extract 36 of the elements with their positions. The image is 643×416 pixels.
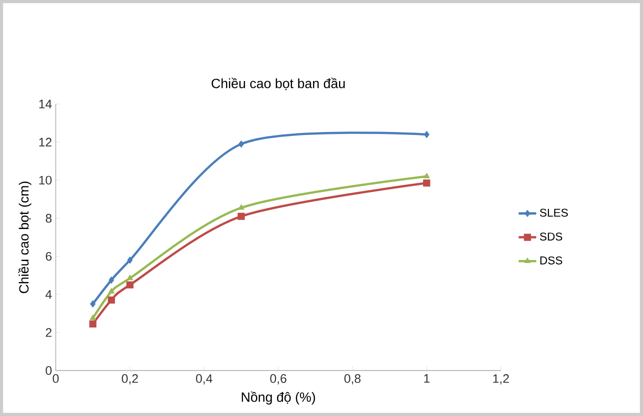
chart-title: Chiều cao bọt ban đầu <box>212 78 345 90</box>
legend-label: DSS <box>540 256 562 264</box>
x-tick-label: 0,2 <box>122 374 138 384</box>
point <box>108 288 114 294</box>
x-tick-label: 1 <box>424 374 430 383</box>
y-tick-label: 12 <box>39 138 52 146</box>
legend-label: SLES <box>540 208 568 217</box>
legend-label: SDS <box>540 232 562 241</box>
point <box>238 140 244 148</box>
point <box>126 274 134 280</box>
point <box>126 281 134 288</box>
point <box>127 256 133 264</box>
y-tick-label: 10 <box>39 176 52 185</box>
y-tick-label: 0 <box>46 366 52 375</box>
y-tick-label: 6 <box>46 252 52 261</box>
x-tick-label: 0 <box>52 374 59 383</box>
y-axis-title: Chiều cao bọt (cm) <box>18 182 32 294</box>
x-tick-label: 1,2 <box>493 374 509 384</box>
point <box>89 320 96 328</box>
point <box>90 300 96 308</box>
point <box>423 179 430 187</box>
x-axis-title: Nồng độ (%) <box>242 391 316 405</box>
point <box>90 314 96 320</box>
x-tick-label: 0,8 <box>344 374 361 384</box>
x-tick-label: 0,6 <box>270 374 286 384</box>
point <box>238 212 245 220</box>
y-tick-label: 8 <box>46 214 52 223</box>
y-tick-label: 2 <box>46 328 52 337</box>
point <box>108 276 114 284</box>
y-tick-label: 14 <box>39 100 52 108</box>
x-tick-label: 0,4 <box>196 374 212 384</box>
y-tick-label: 4 <box>46 290 52 299</box>
point <box>424 172 430 178</box>
point <box>424 130 430 138</box>
point <box>108 296 115 304</box>
point <box>238 204 244 210</box>
